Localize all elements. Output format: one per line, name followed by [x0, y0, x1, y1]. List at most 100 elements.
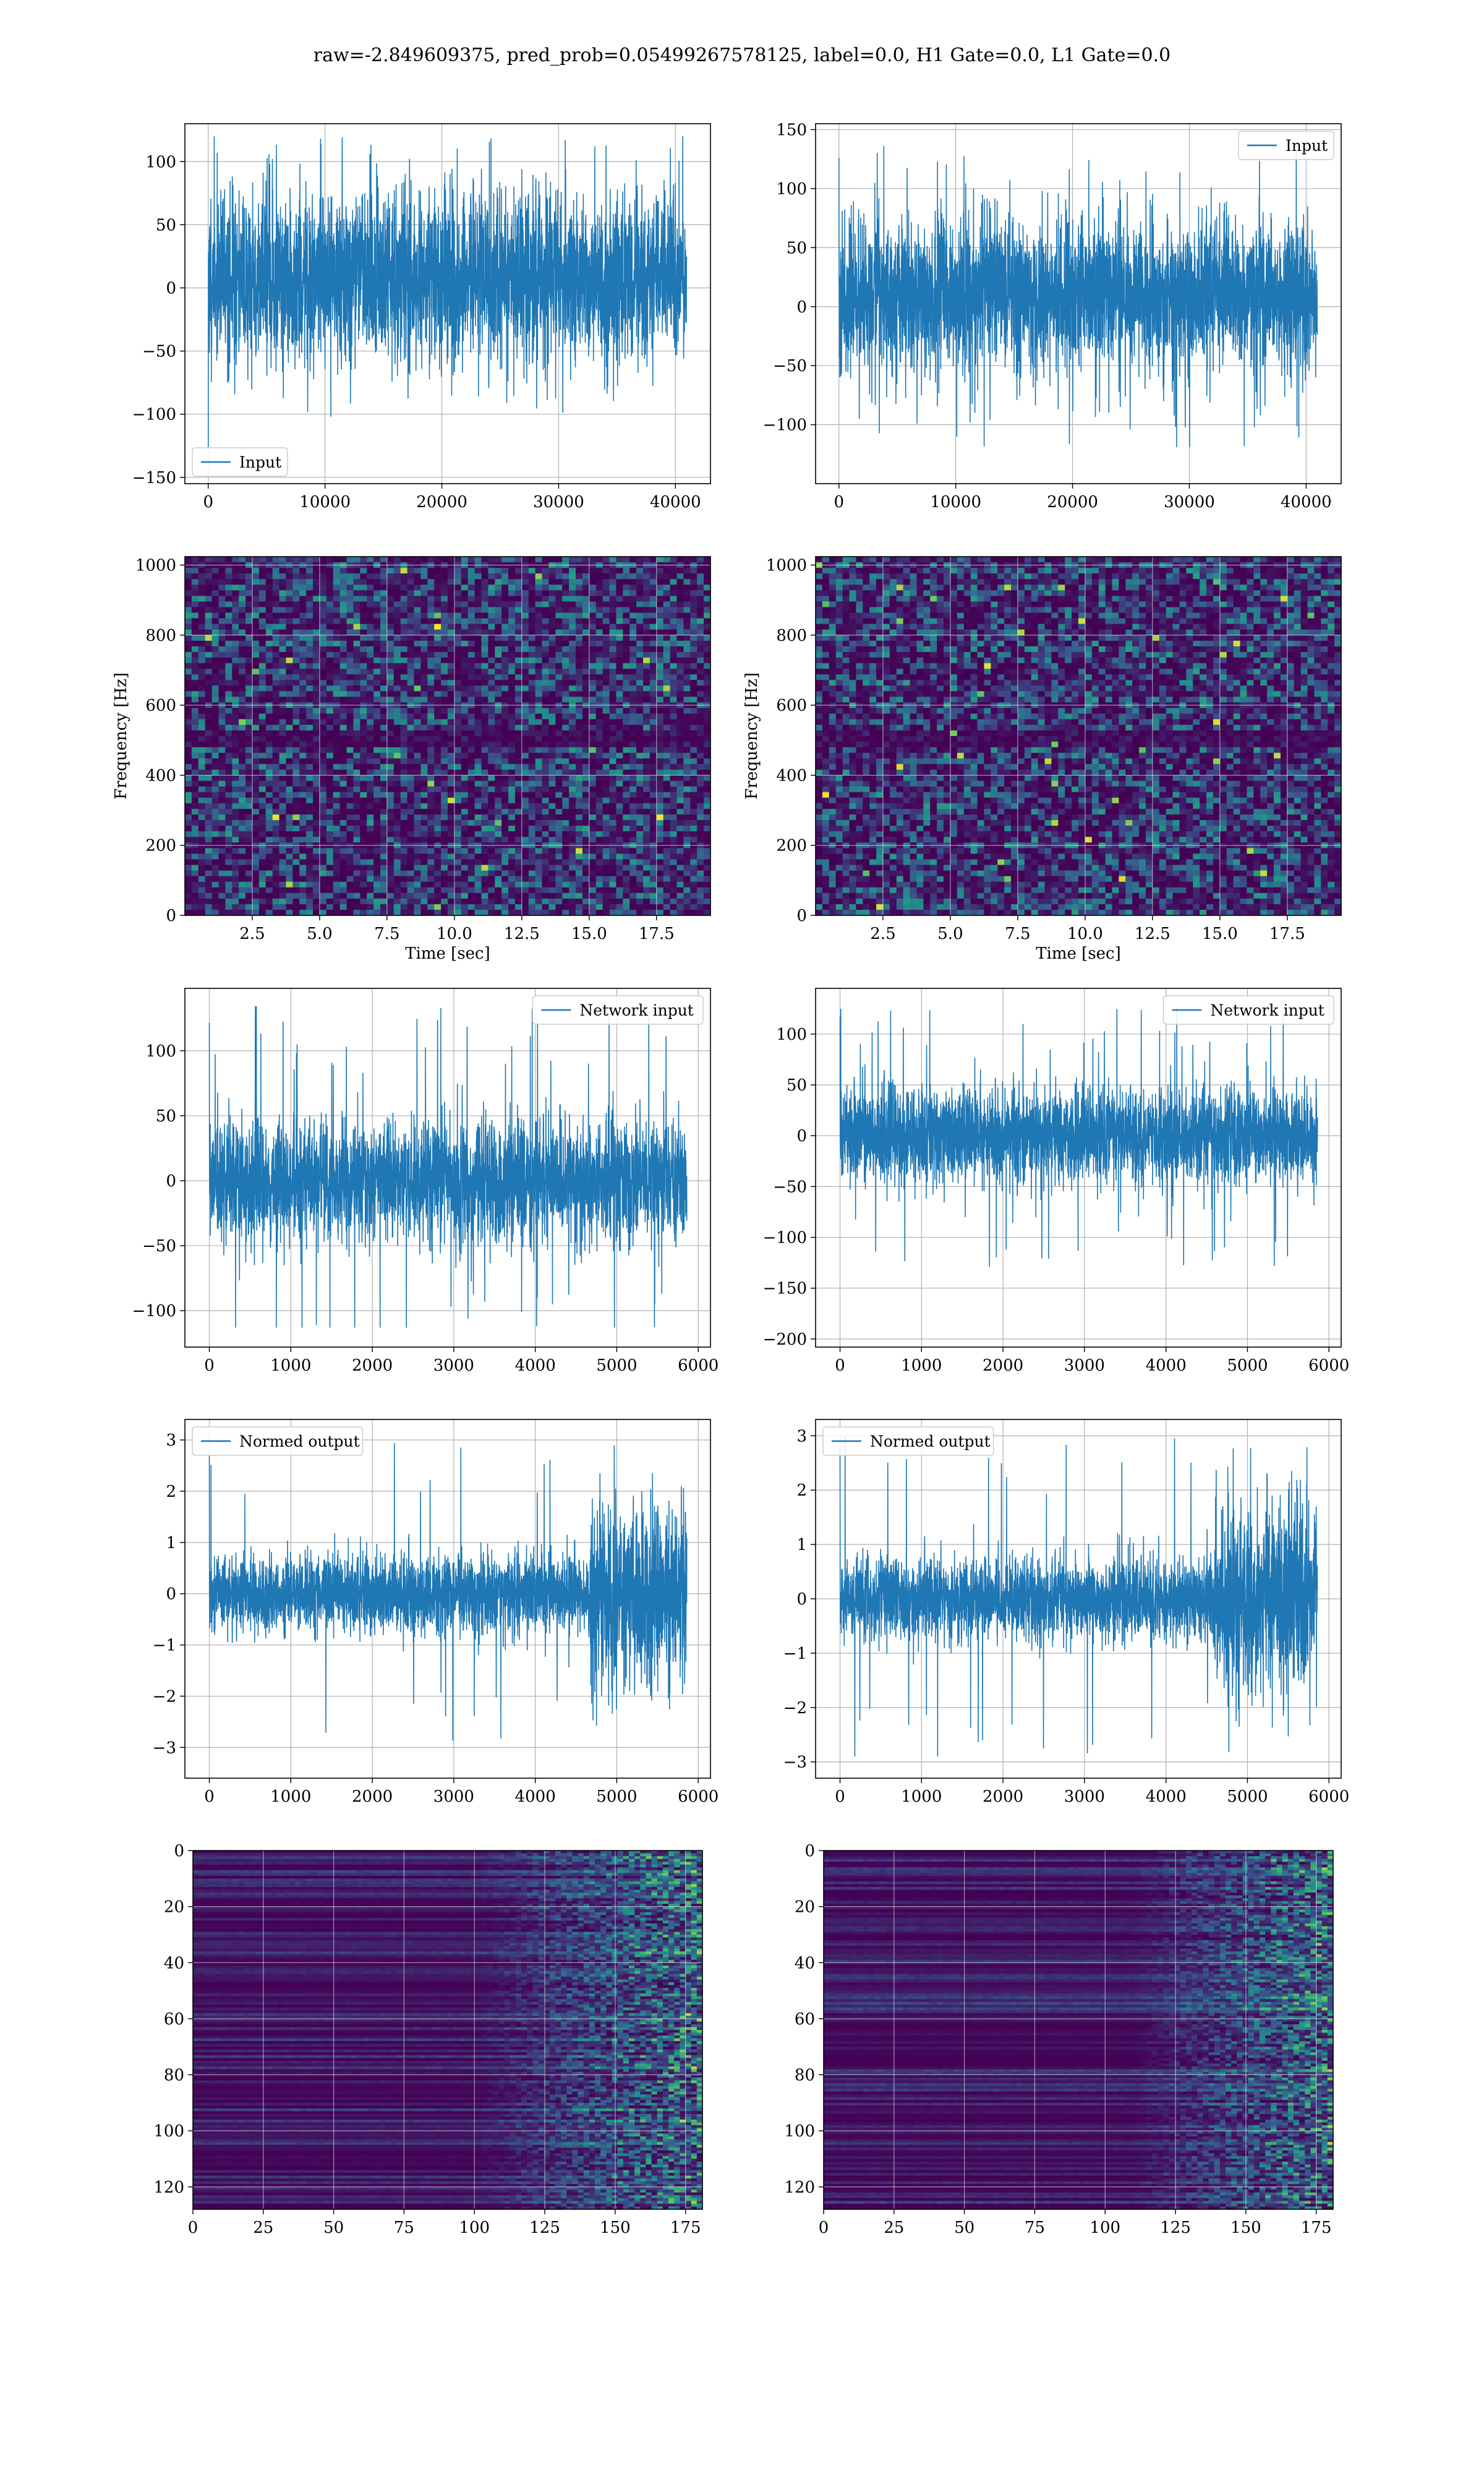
y-tick-label: 150 — [776, 121, 807, 140]
x-tick-label: 17.5 — [639, 925, 675, 943]
series-line-input — [207, 136, 688, 447]
legend-box — [192, 447, 288, 477]
x-tick-label: 125 — [529, 2219, 560, 2237]
panel-l1-network-input: 0 1000 2000 3000 4000 5000 6000−200−150−100−50… — [763, 988, 1349, 1375]
legend: Normed output — [822, 1426, 994, 1456]
x-tick-label: 12.5 — [504, 925, 540, 943]
x-tick-label: 1000 — [901, 1356, 942, 1375]
x-tick-label: 5000 — [596, 1787, 637, 1806]
x-tick-label: 3000 — [433, 1787, 474, 1806]
y-tick-label: −1 — [153, 1637, 176, 1655]
x-tick-label: 100 — [459, 2219, 490, 2237]
x-tick-label: 175 — [1301, 2219, 1332, 2237]
x-tick-label: 3000 — [1064, 1356, 1105, 1375]
y-tick-label: −3 — [153, 1739, 176, 1757]
panel-h1-normed-output: 0 1000 2000 3000 4000 5000 6000 −3 −2 −1 0 1 2 3 Norme… — [153, 1419, 719, 1806]
series-line-network-input — [839, 1008, 1318, 1267]
y-tick-label: 0 — [166, 1172, 176, 1191]
y-tick-label: 100 — [145, 153, 176, 171]
x-tick-label: 4000 — [1146, 1787, 1187, 1806]
x-tick-label: 25 — [253, 2219, 273, 2237]
chart-panels: 0 10000 20000 30000 40000−150−100−50050100In… — [112, 121, 1349, 2237]
axes-frame — [192, 1850, 703, 2210]
y-tick-label: 100 — [784, 2122, 815, 2141]
panel-h1-input: 0 10000 20000 30000 40000 −150 −100 −50 0 50 100 In… — [132, 123, 711, 511]
y-tick-label: 0 — [796, 1590, 807, 1609]
y-tick-label: 2 — [166, 1483, 176, 1501]
y-tick-label: 0 — [166, 1585, 176, 1604]
y-tick-label: 200 — [145, 837, 176, 855]
series-line-network-input — [208, 1006, 688, 1328]
y-tick-label: 0 — [796, 1127, 807, 1145]
x-tick-label: 3000 — [1064, 1787, 1105, 1806]
legend: Network input — [1162, 995, 1334, 1025]
x-tick-label: 100 — [1090, 2219, 1120, 2237]
y-tick-label: 1000 — [135, 557, 176, 575]
x-tick-label: 10000 — [930, 493, 981, 511]
x-tick-label: 75 — [394, 2219, 414, 2237]
y-tick-label: 400 — [145, 766, 176, 785]
heatmap-cells — [816, 557, 1341, 915]
y-tick-label: 60 — [164, 2010, 184, 2029]
x-tick-label: 5000 — [1227, 1787, 1268, 1806]
x-tick-label: 150 — [600, 2219, 631, 2237]
heatmap-cells — [824, 1851, 1333, 2209]
y-tick-label: −100 — [132, 1302, 176, 1320]
legend-box — [1238, 131, 1334, 160]
x-tick-label: 10.0 — [437, 925, 472, 943]
x-tick-label: 40000 — [1281, 493, 1332, 511]
y-tick-label: 800 — [145, 627, 176, 645]
x-tick-label: 150 — [1230, 2219, 1261, 2237]
y-tick-label: −2 — [153, 1687, 176, 1706]
y-tick-label: 50 — [787, 239, 807, 257]
legend: Network input — [532, 995, 704, 1025]
legend-box — [1162, 995, 1334, 1025]
x-tick-label: 4000 — [515, 1356, 556, 1375]
y-tick-label: −3 — [783, 1753, 807, 1772]
y-tick-label: 1 — [166, 1534, 176, 1552]
axes-frame — [184, 556, 711, 916]
y-tick-label: 100 — [776, 180, 807, 199]
x-tick-label: 1000 — [270, 1787, 311, 1806]
y-tick-label: 1 — [796, 1536, 807, 1554]
x-tick-label: 2.5 — [870, 925, 895, 943]
x-tick-label: 2000 — [352, 1787, 393, 1806]
y-tick-label: 50 — [156, 216, 176, 234]
x-tick-label: 2000 — [352, 1356, 393, 1375]
y-tick-label: 100 — [145, 1042, 176, 1061]
y-tick-label: −150 — [132, 469, 176, 487]
heatmap-cells — [193, 1851, 702, 2209]
y-tick-label: 0 — [804, 1842, 815, 1860]
x-tick-label: 2000 — [983, 1787, 1023, 1806]
heatmap-cells — [185, 557, 710, 915]
x-tick-label: 0 — [834, 493, 845, 511]
y-tick-label: 600 — [145, 696, 176, 715]
x-tick-label: 10000 — [299, 493, 351, 511]
x-tick-label: 0 — [188, 2219, 198, 2237]
y-tick-label: 600 — [776, 696, 807, 715]
x-tick-label: 20000 — [1047, 493, 1098, 511]
x-tick-label: 0 — [835, 1787, 845, 1806]
axes-frame — [815, 123, 1342, 484]
y-tick-label: 400 — [776, 766, 807, 785]
legend-label: Network input — [579, 1001, 693, 1019]
x-tick-label: 125 — [1160, 2219, 1191, 2237]
y-tick-label: 50 — [156, 1107, 176, 1126]
y-axis-label: Frequency [Hz] — [112, 672, 130, 800]
y-tick-label: −50 — [773, 357, 807, 375]
x-tick-label: 0 — [819, 2219, 829, 2237]
y-tick-label: 200 — [776, 837, 807, 855]
legend-label: Normed output — [870, 1432, 991, 1450]
y-tick-label: −50 — [142, 343, 176, 361]
x-tick-label: 0 — [203, 493, 214, 511]
x-tick-label: 75 — [1025, 2219, 1045, 2237]
y-tick-label: 0 — [796, 298, 807, 317]
axes-frame — [184, 123, 711, 484]
figure-suptitle: raw=-2.849609375, pred_prob=0.0549926757… — [313, 45, 1171, 66]
y-tick-label: −100 — [763, 416, 807, 435]
x-tick-label: 15.0 — [1202, 925, 1238, 943]
y-tick-label: 120 — [784, 2178, 815, 2197]
panel-h1-spectrogram: 2.5 5.0 7.5 10.0 12.5 15.0 17.5 0 200 400 600 800 10… — [112, 556, 711, 963]
x-tick-label: 5.0 — [307, 925, 332, 943]
y-tick-label: 20 — [164, 1898, 184, 1917]
